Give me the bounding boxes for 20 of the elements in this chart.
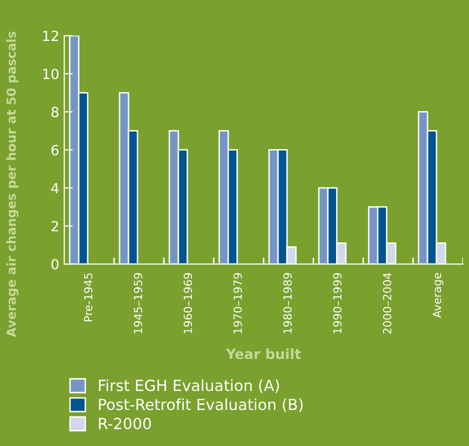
x-tick-label: 1945–1959 <box>134 273 142 334</box>
x-tick-label: Average <box>432 272 444 318</box>
x-tick-label: 1980–1989 <box>283 273 292 334</box>
y-tick-label: 4 <box>51 183 59 194</box>
legend-label: First EGH Evaluation (A) <box>99 379 279 393</box>
y-tick-label: 10 <box>43 68 58 80</box>
x-tick-label: 2000–2004 <box>382 272 392 334</box>
y-tick-label: 2 <box>52 220 58 232</box>
x-tick-label: Pre-1945 <box>84 273 92 322</box>
x-tick-label: 1970–1979 <box>233 273 242 334</box>
x-tick-label: 1960–1969 <box>184 273 192 334</box>
legend-label: Post-Retrofit Evaluation (B) <box>99 398 303 412</box>
x-tick-label: 1990–1999 <box>333 273 342 334</box>
y-axis-title: Average air changes per hour at 50 pascals <box>6 32 18 338</box>
y-tick-label: 12 <box>43 30 58 41</box>
y-tick-label: 8 <box>51 106 58 118</box>
y-tick-label: 0 <box>51 259 58 270</box>
x-axis-title: Year built <box>226 348 301 360</box>
legend-label: R-2000 <box>99 418 151 430</box>
y-tick-label: 6 <box>52 144 59 156</box>
